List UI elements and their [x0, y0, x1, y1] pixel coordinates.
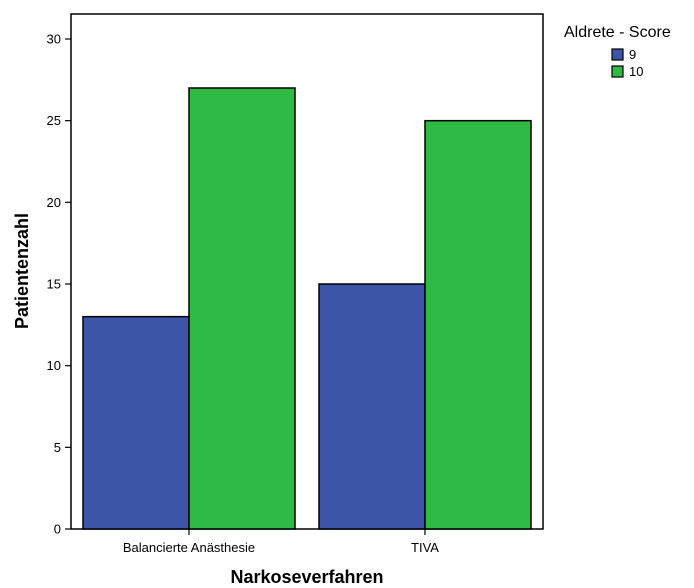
y-tick-label: 10 — [47, 358, 61, 373]
bar-tiva-series-9 — [318, 283, 426, 530]
y-tick-label: 5 — [54, 440, 61, 455]
x-axis-title: Narkoseverfahren — [230, 567, 383, 587]
legend-swatch — [611, 48, 624, 61]
legend: Aldrete - Score 910 — [564, 24, 671, 79]
x-axis: Balancierte Anästhesie TIVA — [123, 529, 439, 555]
legend-label: 10 — [629, 64, 643, 79]
bars-group — [82, 87, 532, 530]
x-tick-label: Balancierte Anästhesie — [123, 540, 255, 555]
legend-label: 9 — [629, 47, 636, 62]
y-tick-label: 25 — [47, 113, 61, 128]
y-tick-label: 20 — [47, 195, 61, 210]
y-tick-label: 15 — [47, 277, 61, 292]
bar-tiva-series-10 — [424, 119, 532, 530]
y-axis-title: Patientenzahl — [12, 213, 32, 329]
legend-swatch — [611, 65, 624, 78]
y-axis: 0 5 10 15 20 25 30 — [47, 32, 71, 537]
y-tick-label: 0 — [54, 522, 61, 537]
bar-balancierte-series-10 — [188, 87, 296, 530]
bar-balancierte-series-9 — [82, 315, 190, 530]
y-tick-label: 30 — [47, 32, 61, 47]
x-tick-label: TIVA — [411, 540, 439, 555]
legend-items: 910 — [611, 47, 643, 79]
legend-title: Aldrete - Score — [564, 24, 671, 41]
